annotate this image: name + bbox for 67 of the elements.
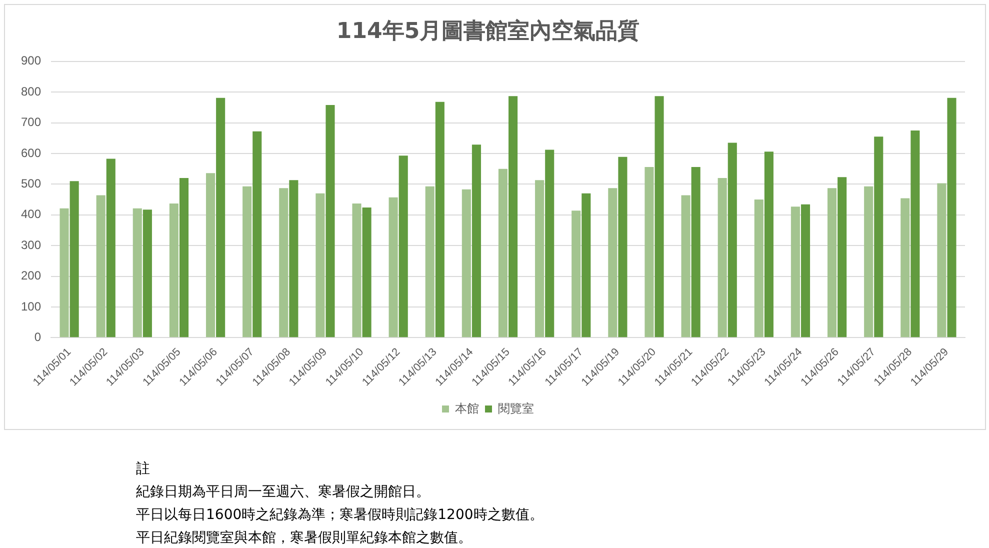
y-tick-label: 300 — [20, 238, 42, 252]
y-tick-label: 0 — [34, 330, 42, 344]
bar — [654, 96, 664, 338]
y-tick-label: 500 — [20, 176, 42, 190]
y-tick-label: 400 — [20, 207, 42, 222]
bar — [169, 204, 178, 338]
bar — [70, 181, 79, 338]
bar — [326, 104, 335, 338]
bar — [352, 204, 362, 338]
bar — [874, 136, 884, 338]
bar — [106, 158, 116, 338]
chart-title: 114年5月圖書館室內空氣品質 — [336, 18, 640, 44]
bar — [691, 166, 700, 338]
bar — [764, 152, 774, 338]
bar — [608, 188, 618, 338]
bar — [252, 131, 262, 338]
y-tick-label: 100 — [20, 299, 42, 314]
y-tick-label: 700 — [20, 115, 42, 130]
bar — [790, 206, 800, 338]
bar — [681, 195, 690, 338]
bar — [216, 98, 226, 338]
bar — [142, 210, 152, 338]
bar — [644, 166, 654, 338]
bar — [937, 183, 946, 338]
bar — [838, 177, 847, 338]
bar — [388, 197, 398, 338]
bar — [508, 96, 518, 338]
bar — [947, 98, 956, 338]
bar — [279, 188, 288, 338]
bar — [425, 186, 434, 338]
y-tick-label: 200 — [20, 268, 42, 283]
bar — [900, 198, 910, 338]
bar — [289, 180, 298, 338]
bar — [618, 156, 628, 338]
bar — [242, 186, 252, 338]
y-tick-label: 800 — [20, 84, 42, 98]
bar — [132, 208, 142, 338]
bar — [362, 208, 372, 338]
bar — [800, 204, 810, 338]
legend-label: 本館 — [455, 401, 479, 416]
bar — [179, 178, 189, 338]
legend-label: 閱覽室 — [498, 401, 534, 416]
bar — [545, 150, 554, 338]
text: 平日以每日1600時之紀錄為準；寒暑假時則記錄1200時之數值。 — [136, 506, 544, 525]
bar — [572, 210, 581, 338]
text: 註 — [136, 460, 151, 479]
text: 平日紀錄閱覽室與本館，寒暑假則單紀錄本館之數值。 — [136, 529, 473, 548]
bar — [827, 188, 837, 338]
bar — [472, 144, 482, 338]
text: 紀錄日期為平日周一至週六、寒暑假之開館日。 — [136, 483, 431, 502]
bar — [535, 180, 544, 338]
bar — [754, 200, 764, 338]
bar — [910, 130, 920, 338]
y-tick-label: 600 — [20, 146, 42, 160]
y-tick-label: 900 — [20, 54, 42, 68]
bar — [316, 193, 325, 338]
bar — [728, 142, 737, 338]
bar — [435, 102, 444, 338]
bar — [462, 189, 471, 338]
bar — [96, 195, 106, 338]
bar — [398, 156, 408, 338]
bar — [60, 208, 69, 338]
bar — [582, 193, 591, 338]
bar — [498, 168, 508, 338]
bar — [206, 173, 216, 338]
bar — [718, 178, 727, 338]
bar — [864, 186, 874, 338]
